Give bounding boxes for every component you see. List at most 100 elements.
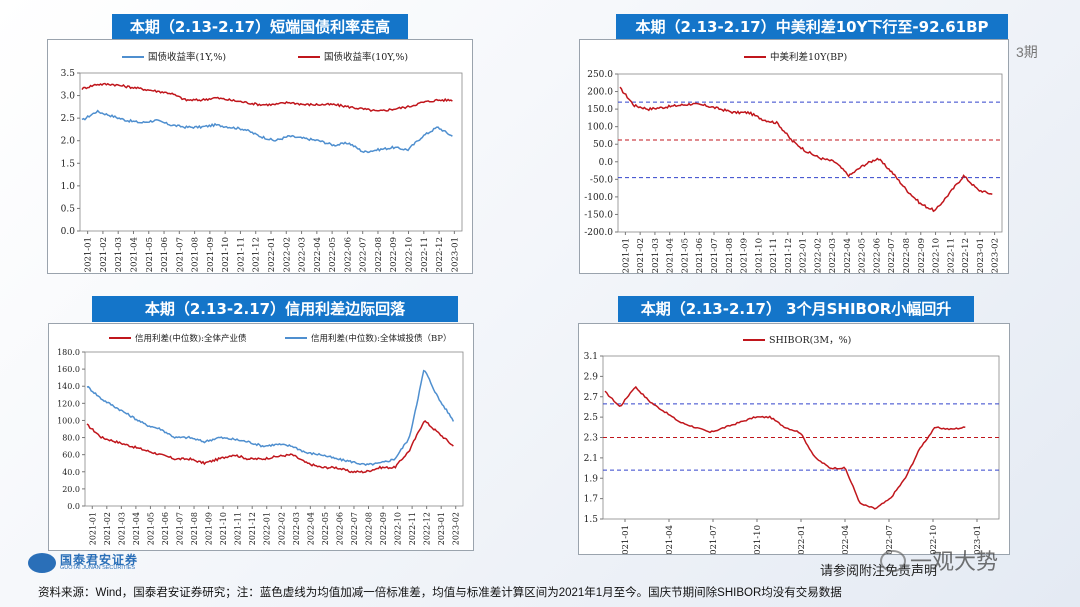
plot-area xyxy=(79,72,463,232)
y-tick-label: -100.0 xyxy=(584,193,613,203)
logo-mark-icon xyxy=(28,553,56,573)
x-tick-label: 2021-10 xyxy=(219,512,228,545)
y-tick-label: 20.0 xyxy=(62,485,80,494)
x-tick-label: 2022-07 xyxy=(885,525,895,554)
y-tick-label: 1.9 xyxy=(584,474,599,484)
x-tick-label: 2022-08 xyxy=(365,512,374,545)
y-tick-label: 1.5 xyxy=(584,515,599,525)
x-tick-label: 2021-01 xyxy=(88,512,97,545)
x-tick-label: 2022-10 xyxy=(929,525,939,554)
y-tick-label: 180.0 xyxy=(57,348,80,357)
x-tick-label: 2021-12 xyxy=(248,512,257,545)
x-tick-label: 2022-02 xyxy=(282,237,292,272)
x-tick-label: 2022-07 xyxy=(887,238,897,273)
x-tick-label: 2022-03 xyxy=(292,512,301,545)
y-tick-label: 200.0 xyxy=(587,88,613,98)
x-tick-label: 2022-10 xyxy=(405,237,415,272)
y-tick-label: 1.5 xyxy=(61,159,76,169)
x-tick-label: 2022-05 xyxy=(321,512,330,545)
series-line-1 xyxy=(86,369,455,467)
x-tick-label: 2021-01 xyxy=(621,238,631,273)
x-tick-label: 2022-04 xyxy=(313,237,323,272)
x-tick-label: 2023-02 xyxy=(991,238,1001,273)
y-tick-label: -200.0 xyxy=(584,228,613,238)
y-tick-label: 1.7 xyxy=(584,495,599,505)
x-tick-label: 2022-04 xyxy=(841,525,851,554)
x-tick-label: 2022-06 xyxy=(335,512,344,545)
legend-label: 中美利差10Y(BP) xyxy=(770,51,847,63)
logo-en: GUOTAI JUNAN SECURITIES xyxy=(60,565,136,571)
panel3-title: 本期（2.13-2.17）信用利差边际回落 xyxy=(92,296,458,322)
company-logo: 国泰君安证券 GUOTAI JUNAN SECURITIES xyxy=(28,551,148,575)
x-tick-label: 2022-09 xyxy=(379,512,388,545)
legend-label: 国债收益率(1Y,%) xyxy=(148,51,226,63)
x-tick-label: 2021-06 xyxy=(161,512,170,545)
x-tick-label: 2021-06 xyxy=(160,237,170,272)
x-tick-label: 2022-01 xyxy=(263,512,272,545)
y-tick-label: 0.5 xyxy=(61,204,76,214)
y-tick-label: 250.0 xyxy=(587,70,613,80)
chart2-frame: 250.0 200.0 150.0 100.0 50.0 0.0 -50.0 -100.0 -1… xyxy=(579,39,1009,274)
x-tick-label: 2022-03 xyxy=(828,238,838,273)
y-tick-label: 0.0 xyxy=(67,502,80,511)
chart3-frame: 180.0 160.0 140.0 120.0 100.0 80.0 60.0 40.0 20.… xyxy=(48,323,474,551)
x-tick-label: 2023-01 xyxy=(973,525,983,554)
series-line-0 xyxy=(81,109,453,154)
x-tick-label: 2022-07 xyxy=(350,512,359,545)
y-tick-label: 1.0 xyxy=(61,182,76,192)
x-tick-label: 2022-08 xyxy=(902,238,912,273)
x-tick-label: 2022-10 xyxy=(394,512,403,545)
x-tick-label: 2021-02 xyxy=(103,512,112,545)
x-tick-label: 2021-05 xyxy=(146,512,155,545)
y-tick-label: -150.0 xyxy=(584,210,613,220)
legend-label: SHIBOR(3M，%) xyxy=(769,335,851,346)
x-tick-label: 2022-12 xyxy=(435,237,445,272)
series-line-0 xyxy=(619,86,993,213)
x-tick-label: 2022-06 xyxy=(872,238,882,273)
chart4-frame: 3.1 2.9 2.7 2.5 2.3 2.1 1.9 1.7 1.5 2021-01 2021-0… xyxy=(578,323,1010,560)
x-tick-label: 2021-05 xyxy=(145,237,155,272)
x-tick-label: 2021-05 xyxy=(680,238,690,273)
x-tick-label: 2021-09 xyxy=(740,238,750,273)
x-tick-label: 2021-07 xyxy=(175,237,185,272)
x-tick-label: 2021-03 xyxy=(651,238,661,273)
x-tick-label: 2021-07 xyxy=(709,525,719,554)
footer-source: 资料来源：Wind，国泰君安证券研究；注：蓝色虚线为均值加减一倍标准差，均值与标… xyxy=(38,587,842,599)
chart4: 3.1 2.9 2.7 2.5 2.3 2.1 1.9 1.7 1.5 2021-01 2021-0… xyxy=(584,335,1000,560)
x-tick-label: 2021-09 xyxy=(206,237,216,272)
panel4-title: 本期（2.13-2.17） 3个月SHIBOR小幅回升 xyxy=(618,296,974,322)
x-tick-label: 2021-07 xyxy=(710,238,720,273)
series-line-1 xyxy=(81,82,453,113)
legend-label: 信用利差(中位数):全体产业债 xyxy=(135,333,247,344)
y-tick-label: 2.1 xyxy=(584,454,598,464)
x-tick-label: 2021-02 xyxy=(99,237,109,272)
x-tick-label: 2021-11 xyxy=(236,237,246,272)
x-tick-label: 2022-01 xyxy=(797,525,807,554)
y-tick-label: 3.5 xyxy=(61,69,76,79)
y-tick-label: 2.5 xyxy=(584,413,599,423)
x-tick-label: 2022-09 xyxy=(917,238,927,273)
y-tick-label: 3.1 xyxy=(584,352,598,362)
x-tick-label: 2022-07 xyxy=(359,237,369,272)
y-tick-label: 150.0 xyxy=(587,105,613,115)
panel1-title: 本期（2.13-2.17）短端国债利率走高 xyxy=(112,14,408,40)
disclaimer: 请参阅附注免责声明 xyxy=(820,563,938,578)
y-tick-label: 0.0 xyxy=(61,227,76,237)
chart1-frame: 0.0 0.5 1.0 1.5 2.0 2.5 3.0 3.5 2021-01 2021-02 20… xyxy=(47,39,473,274)
x-tick-label: 2022-05 xyxy=(328,237,338,272)
y-tick-label: -50.0 xyxy=(590,175,613,185)
x-tick-label: 2022-11 xyxy=(420,237,430,272)
x-tick-label: 2022-04 xyxy=(306,512,315,545)
legend-label: 信用利差(中位数):全体城投债（BP） xyxy=(311,333,451,344)
watermark: 一观大势 xyxy=(910,550,999,575)
x-tick-label: 2022-09 xyxy=(389,237,399,272)
x-tick-label: 2022-02 xyxy=(277,512,286,545)
x-tick-label: 2022-02 xyxy=(813,238,823,273)
y-tick-label: 120.0 xyxy=(57,399,80,408)
x-tick-label: 2021-01 xyxy=(621,525,631,554)
y-tick-label: 0.0 xyxy=(599,158,614,168)
chart1: 0.0 0.5 1.0 1.5 2.0 2.5 3.0 3.5 2021-01 2021-02 20… xyxy=(61,51,463,272)
y-tick-label: 140.0 xyxy=(57,382,80,391)
x-tick-label: 2021-08 xyxy=(191,237,201,272)
x-tick-label: 2021-04 xyxy=(665,525,675,554)
